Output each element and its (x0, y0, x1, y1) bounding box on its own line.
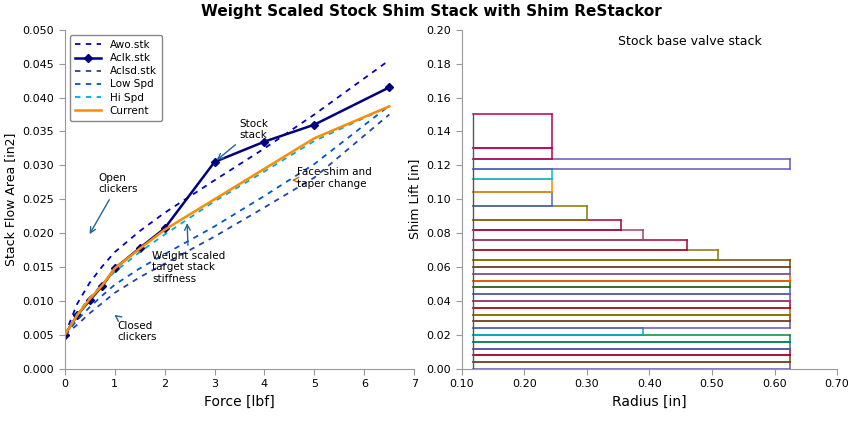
Hi Spd (135, 250, 145, 255)
Current (210, 197, 220, 202)
Current (259, 166, 269, 171)
Hi Spd (85, 295, 95, 300)
Text: Stock base valve stack: Stock base valve stack (618, 35, 762, 48)
Aclsd.stk (72, 322, 82, 327)
Hi Spd (259, 169, 269, 174)
Current (60, 332, 70, 338)
Awo.stk (85, 280, 95, 285)
Aclk.stk (60, 332, 70, 338)
Aclsd.stk (85, 311, 95, 316)
Aclk.stk (85, 298, 95, 303)
Low Spd (210, 224, 220, 229)
Awo.stk (60, 332, 70, 338)
Y-axis label: Shim Lift [in]: Shim Lift [in] (408, 159, 421, 240)
Y-axis label: Stack Flow Area [in2]: Stack Flow Area [in2] (4, 133, 17, 266)
Low Spd (72, 318, 82, 323)
Current (309, 136, 319, 141)
Low Spd (135, 266, 145, 271)
Hi Spd (309, 138, 319, 143)
Awo.stk (110, 250, 120, 255)
Aclsd.stk (384, 112, 394, 117)
Low Spd (85, 304, 95, 310)
Current (72, 313, 82, 318)
Aclk.stk (210, 159, 220, 165)
Awo.stk (160, 210, 170, 215)
Text: Face shim and
taper change: Face shim and taper change (293, 167, 372, 189)
Low Spd (110, 282, 120, 287)
Awo.stk (72, 301, 82, 306)
Legend: Awo.stk, Aclk.stk, Aclsd.stk, Low Spd, Hi Spd, Current: Awo.stk, Aclk.stk, Aclsd.stk, Low Spd, H… (70, 35, 161, 121)
Aclk.stk (135, 245, 145, 251)
Low Spd (384, 103, 394, 108)
Line: Low Spd: Low Spd (65, 106, 389, 335)
Aclsd.stk (110, 290, 120, 296)
Text: Closed
clickers: Closed clickers (116, 316, 157, 343)
Aclk.stk (110, 266, 120, 271)
Aclsd.stk (60, 332, 70, 338)
Text: Weight Scaled Stock Shim Stack with Shim ReStackor: Weight Scaled Stock Shim Stack with Shim… (201, 4, 662, 19)
Aclsd.stk (160, 261, 170, 266)
X-axis label: Radius [in]: Radius [in] (612, 395, 687, 409)
Awo.stk (97, 264, 107, 269)
Text: Weight scaled
target stack
stiffness: Weight scaled target stack stiffness (152, 225, 225, 284)
Awo.stk (309, 112, 319, 117)
Awo.stk (210, 178, 220, 183)
Aclsd.stk (210, 234, 220, 239)
Awo.stk (384, 58, 394, 63)
Hi Spd (210, 199, 220, 204)
Aclk.stk (97, 284, 107, 289)
Current (160, 227, 170, 232)
Aclk.stk (160, 226, 170, 231)
Hi Spd (60, 332, 70, 338)
Hi Spd (97, 282, 107, 287)
Current (384, 104, 394, 109)
Low Spd (160, 252, 170, 257)
Line: Awo.stk: Awo.stk (65, 60, 389, 335)
Aclk.stk (384, 85, 394, 90)
Line: Aclsd.stk: Aclsd.stk (65, 114, 389, 335)
Awo.stk (259, 146, 269, 151)
Current (85, 296, 95, 301)
Hi Spd (72, 311, 82, 316)
Aclsd.stk (97, 301, 107, 306)
X-axis label: Force [lbf]: Force [lbf] (205, 395, 274, 409)
Text: Open
clickers: Open clickers (91, 173, 138, 233)
Aclsd.stk (309, 175, 319, 180)
Hi Spd (384, 104, 394, 109)
Current (97, 283, 107, 288)
Line: Aclk.stk: Aclk.stk (61, 84, 393, 338)
Aclk.stk (259, 139, 269, 144)
Line: Current: Current (65, 106, 389, 335)
Low Spd (97, 293, 107, 298)
Low Spd (60, 332, 70, 338)
Current (110, 266, 120, 271)
Low Spd (259, 193, 269, 198)
Aclk.stk (309, 122, 319, 127)
Awo.stk (135, 229, 145, 234)
Low Spd (309, 162, 319, 167)
Current (135, 246, 145, 251)
Text: Stock
stack: Stock stack (217, 119, 268, 159)
Line: Hi Spd: Hi Spd (65, 106, 389, 335)
Hi Spd (160, 232, 170, 237)
Aclsd.stk (135, 275, 145, 280)
Aclk.stk (72, 313, 82, 318)
Hi Spd (110, 269, 120, 274)
Aclsd.stk (259, 205, 269, 210)
